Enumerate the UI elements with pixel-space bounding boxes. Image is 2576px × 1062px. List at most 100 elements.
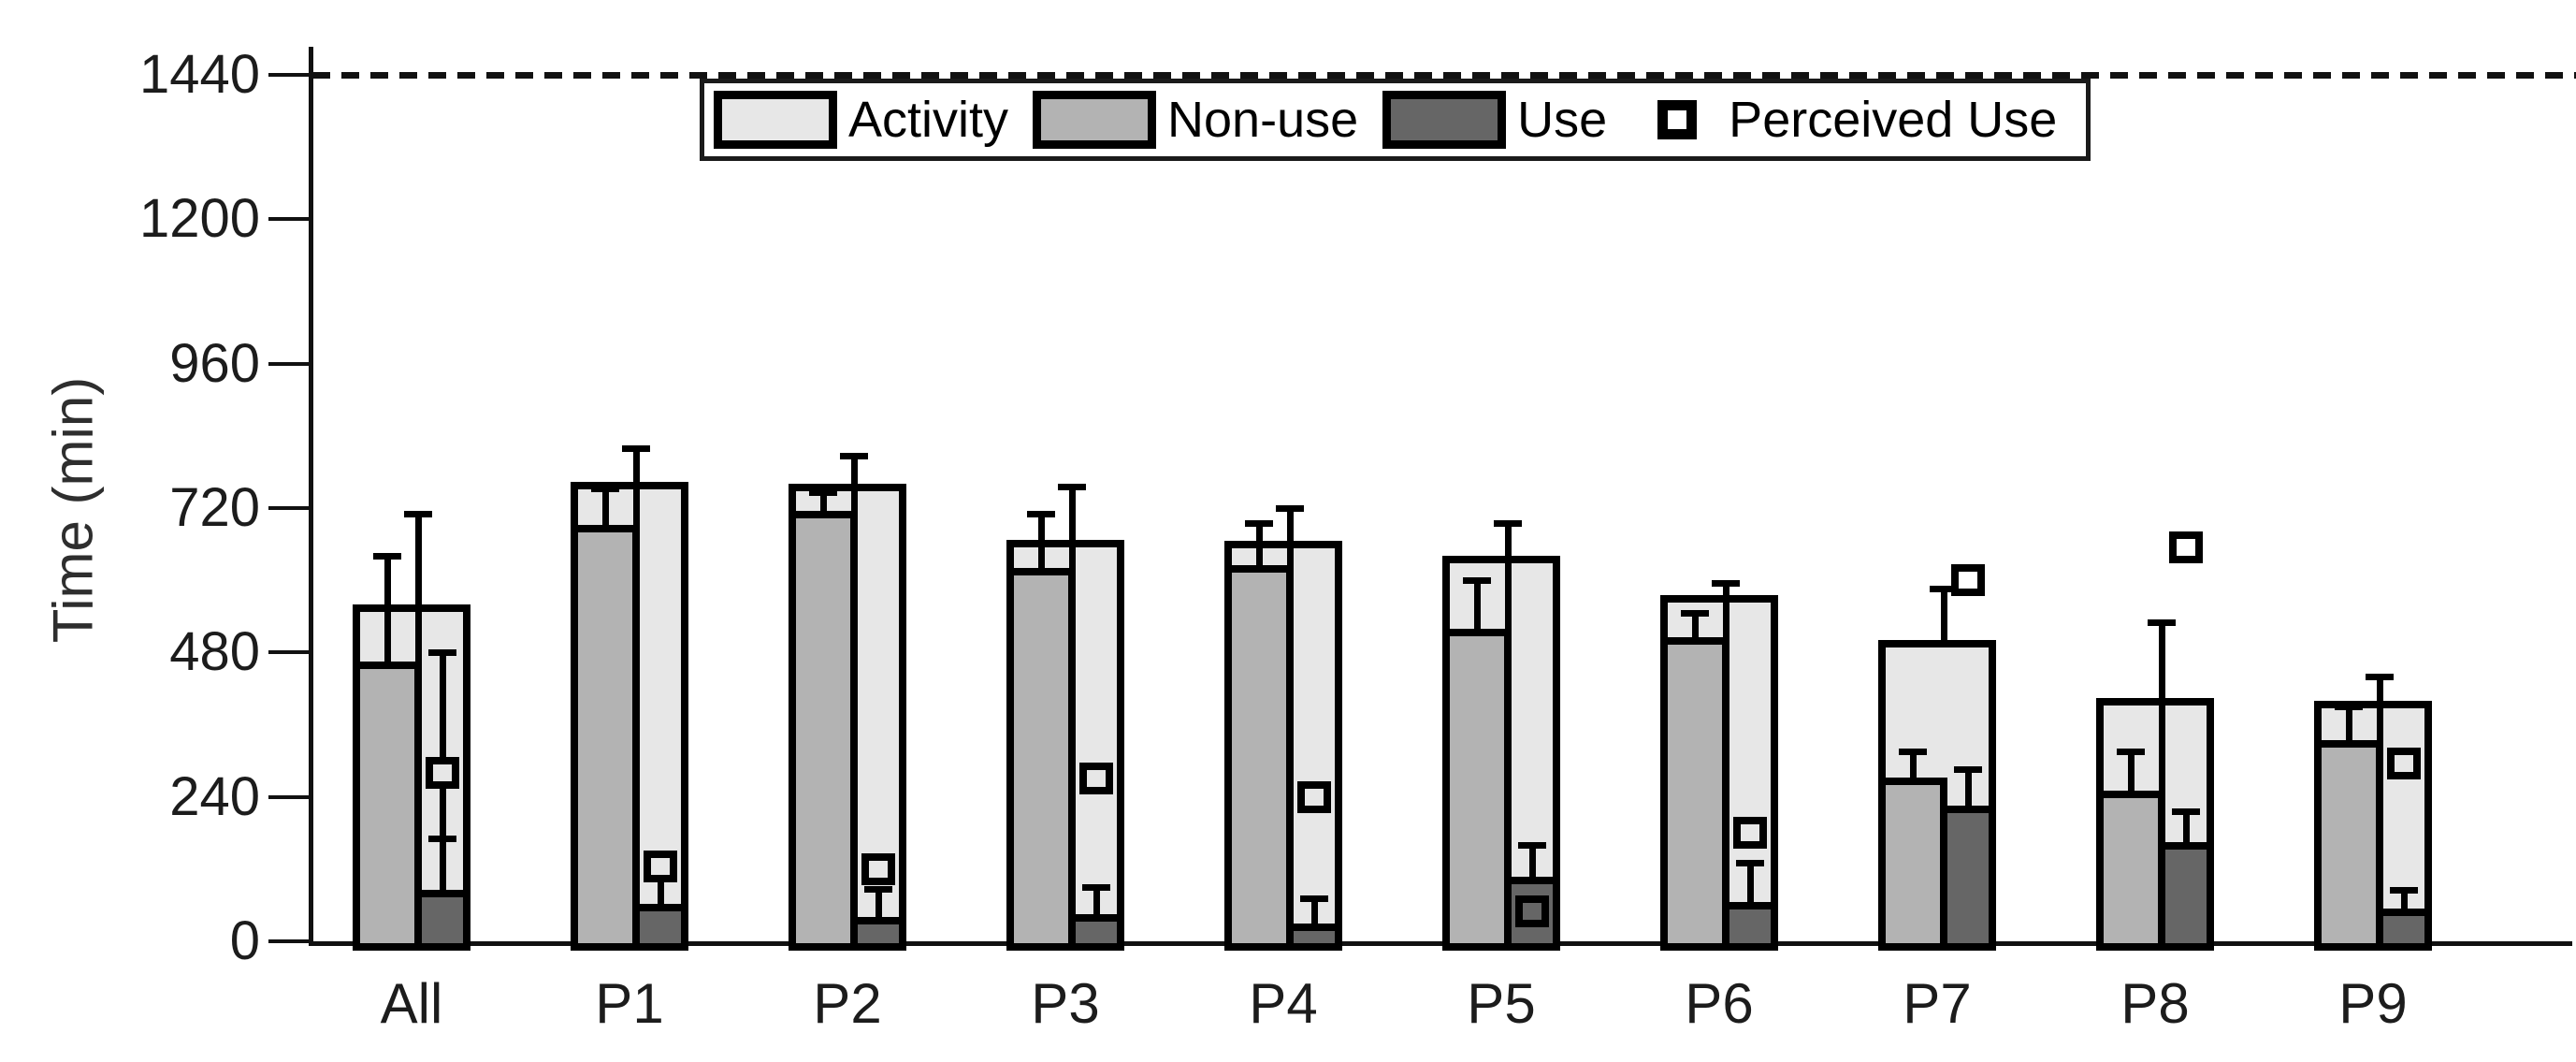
bar-nonuse-P8 xyxy=(2096,791,2165,951)
bar-use-P8 xyxy=(2158,841,2214,951)
error-bar-use xyxy=(1746,863,1754,903)
error-bar-activity xyxy=(1286,508,1294,566)
x-tick-label-P7: P7 xyxy=(1903,972,1972,1035)
x-tick-label-P2: P2 xyxy=(813,972,882,1035)
error-bar-perceived-upper xyxy=(439,652,446,757)
y-tick-label: 960 xyxy=(169,332,260,394)
legend-item-activity: Activity xyxy=(714,91,1008,149)
legend-swatch-use xyxy=(1382,91,1507,149)
y-tick-label: 720 xyxy=(169,477,260,538)
bar-nonuse-P9 xyxy=(2314,739,2383,951)
error-bar-perceived-lower xyxy=(657,881,664,905)
bar-use-P6 xyxy=(1722,902,1778,951)
legend-item-non-use: Non-use xyxy=(1033,91,1358,149)
legend-swatch-non-use xyxy=(1033,91,1157,149)
perceived-use-marker-P3 xyxy=(1079,763,1113,795)
error-bar-use xyxy=(1528,845,1536,877)
error-bar-nonuse xyxy=(1909,751,1917,778)
bar-nonuse-P4 xyxy=(1224,565,1294,951)
error-bar-activity xyxy=(1504,523,1512,629)
y-tick-mark xyxy=(268,217,309,222)
error-bar-nonuse xyxy=(1037,514,1045,569)
bar-nonuse-P3 xyxy=(1006,568,1076,951)
bar-nonuse-P6 xyxy=(1660,637,1729,951)
error-bar-activity xyxy=(414,514,422,662)
x-tick-label-All: All xyxy=(380,972,443,1035)
error-bar-use xyxy=(1964,769,1972,807)
bar-use-P9 xyxy=(2376,908,2432,951)
perceived-use-marker-All xyxy=(426,756,459,789)
error-bar-use xyxy=(875,889,882,918)
x-tick-label-P8: P8 xyxy=(2120,972,2190,1035)
reference-line-1440 xyxy=(312,72,2576,79)
y-tick-mark xyxy=(268,939,309,943)
error-bar-use xyxy=(1093,887,1100,915)
error-bar-activity xyxy=(850,456,858,512)
perceived-use-marker-P7 xyxy=(1951,564,1985,597)
y-tick-mark xyxy=(268,361,309,366)
bar-nonuse-P7 xyxy=(1878,778,1947,951)
y-axis xyxy=(309,47,313,946)
perceived-use-marker-P1 xyxy=(644,850,677,882)
legend-open-square-icon xyxy=(1657,100,1698,139)
error-bar-nonuse xyxy=(601,488,609,525)
y-tick-label: 0 xyxy=(229,910,260,971)
y-tick-mark xyxy=(268,506,309,510)
bar-nonuse-P2 xyxy=(789,511,858,951)
error-bar-activity xyxy=(2158,622,2165,792)
error-bar-nonuse xyxy=(2345,706,2352,740)
x-tick-label-P4: P4 xyxy=(1249,972,1318,1035)
legend-label: Perceived Use xyxy=(1729,92,2058,148)
y-tick-label: 240 xyxy=(169,765,260,827)
y-tick-mark xyxy=(268,73,309,77)
y-tick-mark xyxy=(268,650,309,655)
y-tick-label: 1440 xyxy=(138,44,260,105)
perceived-use-marker-P4 xyxy=(1297,780,1331,813)
error-bar-use xyxy=(1310,898,1318,924)
perceived-use-marker-P6 xyxy=(1733,817,1767,850)
error-bar-use xyxy=(439,838,446,891)
bar-use-P1 xyxy=(632,904,688,951)
bar-nonuse-P5 xyxy=(1442,628,1512,951)
legend-item-perceived-use: Perceived Use xyxy=(1631,91,2057,149)
error-bar-use xyxy=(2400,890,2408,909)
x-tick-label-P9: P9 xyxy=(2338,972,2408,1035)
legend-swatch-activity xyxy=(714,91,837,149)
error-bar-perceived-lower xyxy=(439,788,446,839)
bar-use-P7 xyxy=(1940,806,1996,951)
bar-nonuse-All xyxy=(353,661,422,951)
bar-use-P3 xyxy=(1068,914,1124,951)
y-tick-mark xyxy=(268,794,309,799)
bar-use-P5 xyxy=(1504,876,1560,951)
error-bar-nonuse xyxy=(819,492,827,512)
y-tick-label: 1200 xyxy=(138,188,260,250)
bar-use-All xyxy=(414,890,470,951)
perceived-use-marker-P8 xyxy=(2169,531,2203,563)
perceived-use-marker-P5 xyxy=(1515,895,1549,927)
bar-use-P2 xyxy=(850,917,906,951)
error-bar-nonuse xyxy=(1255,523,1263,566)
x-tick-label-P6: P6 xyxy=(1685,972,1754,1035)
error-bar-use xyxy=(2182,811,2190,842)
error-bar-nonuse xyxy=(2127,751,2135,792)
error-bar-activity xyxy=(1722,583,1729,638)
legend-label: Use xyxy=(1517,92,1608,148)
perceived-use-marker-P2 xyxy=(861,852,895,885)
bar-use-P4 xyxy=(1286,923,1342,951)
error-bar-activity xyxy=(2376,676,2383,740)
legend-item-use: Use xyxy=(1382,91,1607,149)
error-bar-nonuse xyxy=(1691,613,1699,638)
error-bar-nonuse xyxy=(1473,580,1481,629)
error-bar-activity xyxy=(632,448,640,525)
bar-nonuse-P1 xyxy=(571,525,640,951)
x-axis xyxy=(309,941,2572,946)
legend-label: Activity xyxy=(848,92,1009,148)
error-bar-nonuse xyxy=(384,556,391,662)
legend-label: Non-use xyxy=(1167,92,1359,148)
legend: Activity Non-use Use Perceived Use xyxy=(700,79,2091,161)
x-tick-label-P5: P5 xyxy=(1467,972,1536,1035)
x-tick-label-P3: P3 xyxy=(1031,972,1100,1035)
y-tick-label: 480 xyxy=(169,621,260,683)
x-tick-label-P1: P1 xyxy=(595,972,664,1035)
